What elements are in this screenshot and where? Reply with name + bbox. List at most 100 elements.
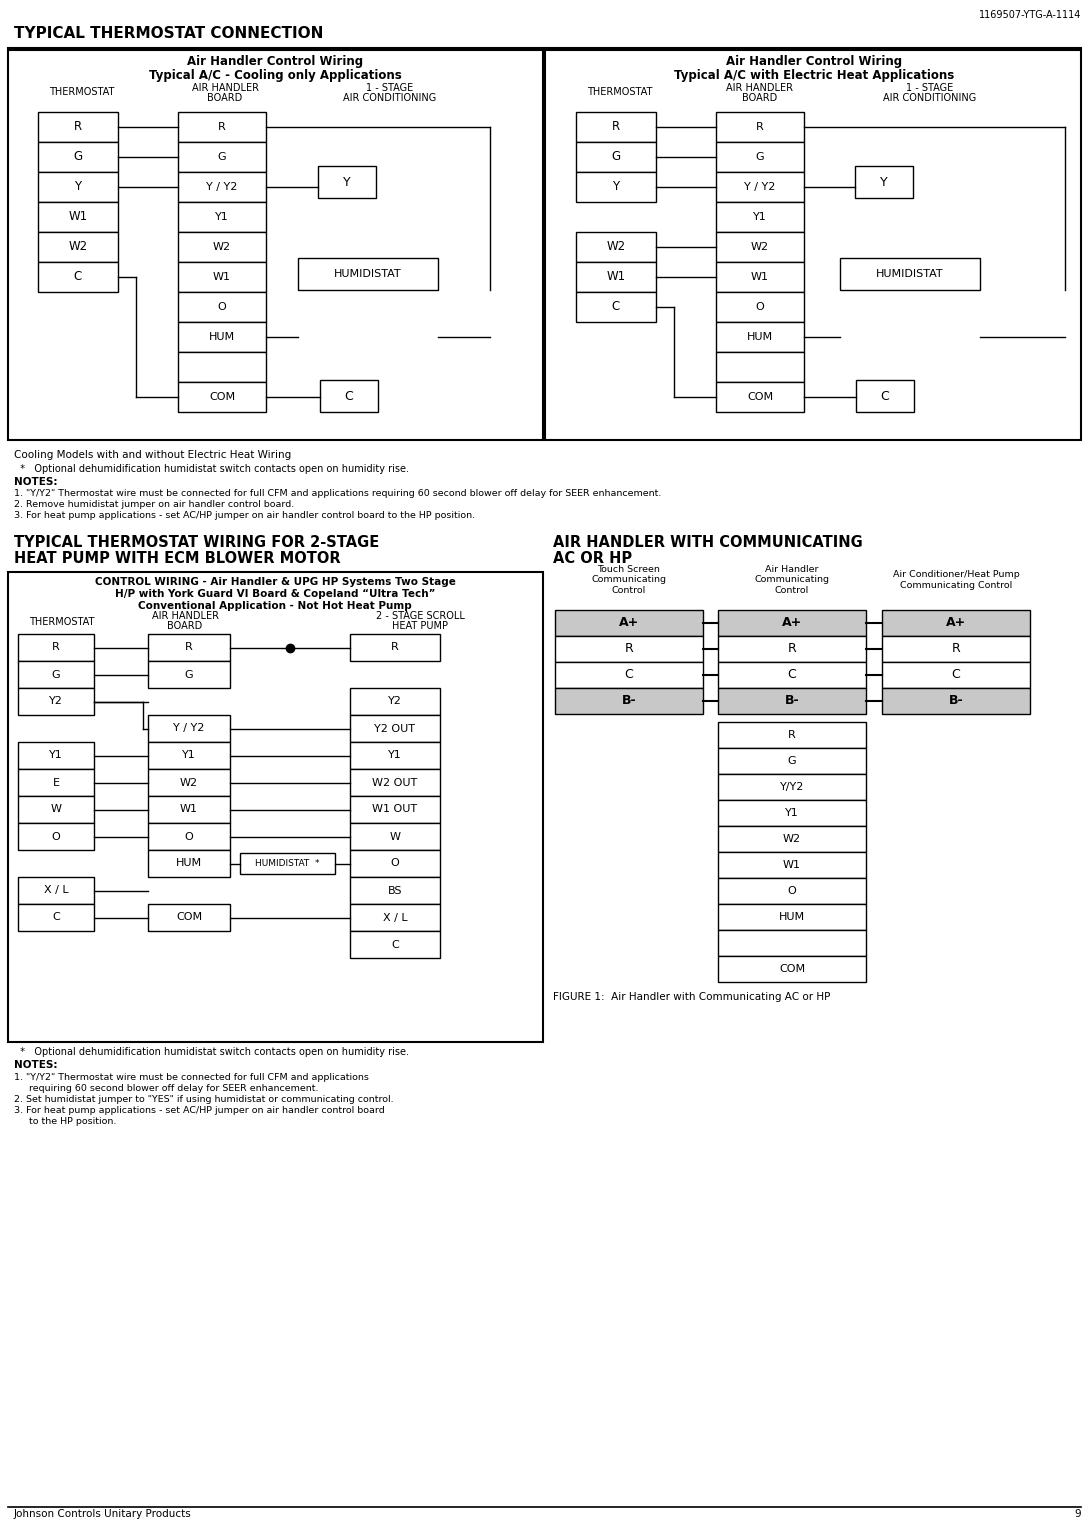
- Text: R: R: [391, 642, 399, 653]
- Bar: [38, 233, 118, 262]
- Text: R: R: [185, 642, 193, 653]
- Text: AIR CONDITIONING: AIR CONDITIONING: [883, 93, 977, 103]
- Text: NOTES:: NOTES:: [14, 478, 58, 487]
- Bar: [855, 166, 913, 198]
- Text: Y1: Y1: [182, 750, 196, 760]
- Bar: [715, 233, 804, 262]
- Bar: [715, 322, 804, 351]
- Bar: [148, 742, 230, 770]
- Text: BOARD: BOARD: [168, 621, 203, 631]
- Bar: [718, 878, 866, 903]
- Bar: [718, 957, 866, 983]
- Bar: [19, 687, 94, 715]
- Text: R: R: [787, 642, 796, 656]
- Text: AIR HANDLER: AIR HANDLER: [726, 84, 794, 93]
- Text: HUMIDISTAT  *: HUMIDISTAT *: [255, 859, 320, 868]
- Text: R: R: [74, 120, 82, 134]
- Text: AC OR HP: AC OR HP: [553, 551, 632, 566]
- Bar: [350, 850, 440, 878]
- Bar: [178, 202, 266, 233]
- Text: X / L: X / L: [44, 885, 69, 896]
- Text: O: O: [391, 858, 400, 868]
- Bar: [882, 662, 1030, 687]
- Text: O: O: [756, 303, 764, 312]
- Text: *   Optional dehumidification humidistat switch contacts open on humidity rise.: * Optional dehumidification humidistat s…: [14, 1046, 409, 1057]
- Text: W1 OUT: W1 OUT: [372, 805, 417, 815]
- Text: TYPICAL THERMOSTAT WIRING FOR 2-STAGE: TYPICAL THERMOSTAT WIRING FOR 2-STAGE: [14, 535, 379, 551]
- Bar: [19, 742, 94, 770]
- Text: W: W: [50, 805, 61, 815]
- Text: AIR HANDLER WITH COMMUNICATING: AIR HANDLER WITH COMMUNICATING: [553, 535, 862, 551]
- Text: CONTROL WIRING - Air Handler & UPG HP Systems Two Stage: CONTROL WIRING - Air Handler & UPG HP Sy…: [95, 576, 455, 587]
- Bar: [840, 259, 980, 291]
- Bar: [718, 903, 866, 929]
- Text: Y/Y2: Y/Y2: [780, 782, 804, 792]
- Bar: [882, 636, 1030, 662]
- Text: FIGURE 1:  Air Handler with Communicating AC or HP: FIGURE 1: Air Handler with Communicating…: [553, 992, 831, 1002]
- Bar: [350, 878, 440, 903]
- Text: BOARD: BOARD: [207, 93, 243, 103]
- Text: R: R: [52, 642, 60, 653]
- Text: X / L: X / L: [382, 913, 407, 923]
- Text: W2: W2: [751, 242, 769, 252]
- Text: W2: W2: [69, 240, 87, 254]
- Bar: [882, 687, 1030, 713]
- Text: G: G: [73, 151, 83, 163]
- Text: G: G: [51, 669, 60, 680]
- Text: 1. "Y/Y2" Thermostat wire must be connected for full CFM and applications: 1. "Y/Y2" Thermostat wire must be connec…: [14, 1072, 369, 1081]
- Bar: [718, 687, 866, 713]
- Text: Air Handler Control Wiring: Air Handler Control Wiring: [187, 55, 363, 68]
- Bar: [178, 322, 266, 351]
- Bar: [148, 634, 230, 662]
- Text: B-: B-: [785, 695, 799, 707]
- Bar: [718, 636, 866, 662]
- Text: 3. For heat pump applications - set AC/HP jumper on air handler control board: 3. For heat pump applications - set AC/H…: [14, 1106, 384, 1115]
- Bar: [19, 823, 94, 850]
- Text: Y: Y: [74, 181, 82, 193]
- Bar: [240, 853, 335, 875]
- Bar: [350, 770, 440, 795]
- Bar: [148, 770, 230, 795]
- Text: A+: A+: [946, 616, 966, 630]
- Bar: [718, 774, 866, 800]
- Bar: [544, 50, 1081, 440]
- Text: HEAT PUMP WITH ECM BLOWER MOTOR: HEAT PUMP WITH ECM BLOWER MOTOR: [14, 551, 341, 566]
- Text: A+: A+: [619, 616, 639, 630]
- Bar: [718, 748, 866, 774]
- Bar: [350, 715, 440, 742]
- Text: B-: B-: [949, 695, 964, 707]
- Text: TYPICAL THERMOSTAT CONNECTION: TYPICAL THERMOSTAT CONNECTION: [14, 26, 323, 41]
- Bar: [882, 610, 1030, 636]
- Bar: [555, 636, 703, 662]
- Text: HUM: HUM: [176, 858, 203, 868]
- Text: THERMOSTAT: THERMOSTAT: [29, 618, 95, 627]
- Bar: [555, 610, 703, 636]
- Text: Typical A/C with Electric Heat Applications: Typical A/C with Electric Heat Applicati…: [674, 68, 954, 82]
- Bar: [178, 172, 266, 202]
- Bar: [19, 795, 94, 823]
- Text: C: C: [391, 940, 399, 949]
- Bar: [576, 262, 656, 292]
- Text: Air Handler Control Wiring: Air Handler Control Wiring: [726, 55, 902, 68]
- Bar: [19, 903, 94, 931]
- Bar: [576, 292, 656, 322]
- Bar: [298, 259, 438, 291]
- Bar: [8, 572, 543, 1042]
- Bar: [320, 380, 378, 412]
- Text: 2 - STAGE SCROLL: 2 - STAGE SCROLL: [376, 611, 464, 621]
- Text: R: R: [756, 122, 763, 132]
- Bar: [718, 662, 866, 687]
- Bar: [555, 687, 703, 713]
- Text: COM: COM: [176, 913, 203, 923]
- Text: 3. For heat pump applications - set AC/HP jumper on air handler control board to: 3. For heat pump applications - set AC/H…: [14, 511, 475, 520]
- Text: W1: W1: [751, 272, 769, 281]
- Text: C: C: [787, 669, 796, 681]
- Bar: [8, 50, 543, 440]
- Text: 2. Set humidistat jumper to "YES" if using humidistat or communicating control.: 2. Set humidistat jumper to "YES" if usi…: [14, 1095, 393, 1104]
- Bar: [148, 795, 230, 823]
- Text: W: W: [390, 832, 401, 841]
- Bar: [38, 172, 118, 202]
- Bar: [715, 172, 804, 202]
- Bar: [350, 634, 440, 662]
- Text: R: R: [952, 642, 960, 656]
